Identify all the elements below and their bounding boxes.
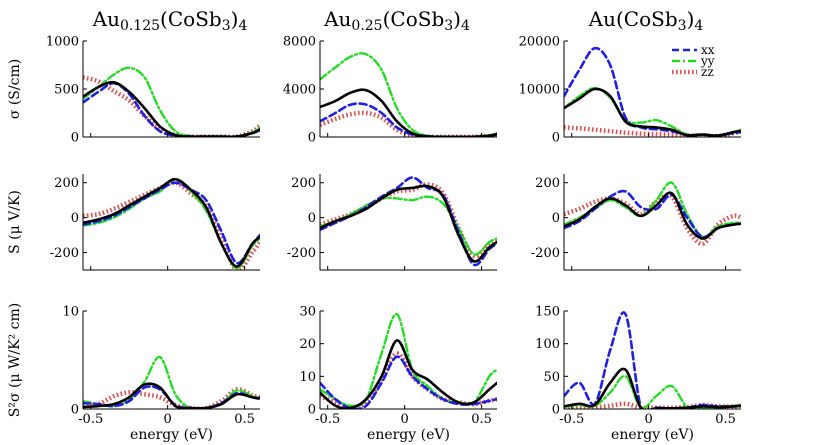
x-axis-labels: energy (eV) energy (eV) energy (eV): [130, 427, 694, 443]
y-tick-label: 0: [71, 403, 79, 418]
series-total-line: [564, 87, 741, 137]
series-total-line: [564, 367, 741, 409]
row-labels: σ (S/cm) S (μ V/K) S²σ (μ W/K² cm): [7, 59, 23, 417]
x-tick-label: -0.5: [78, 412, 103, 427]
series-total-line: [83, 382, 260, 409]
y-tick-label: 0: [552, 403, 560, 418]
series-yy-line: [320, 195, 497, 256]
series-zz-line: [320, 182, 497, 259]
y-tick-label: 0: [552, 131, 560, 146]
series-total-line: [320, 184, 497, 263]
series-zz-line: [564, 125, 741, 137]
panel-r1-c0: -200 0 200: [50, 174, 260, 271]
legend-label-yy: yy: [700, 54, 715, 68]
y-tick-label: 0: [71, 131, 79, 146]
x-tick-label: -0.5: [559, 412, 584, 427]
x-tick-label: -0.5: [315, 412, 340, 427]
x-axis-label-2: energy (eV): [611, 427, 694, 443]
y-tick-label: 0: [308, 131, 316, 146]
y-tick-label: 100: [535, 337, 560, 352]
panel-lines: [320, 52, 497, 137]
x-tick-label: 0: [164, 412, 172, 427]
y-tick-label: 10: [62, 305, 79, 320]
series-yy-line: [83, 355, 260, 409]
panel-lines: [564, 311, 741, 409]
y-tick-label: 0: [308, 211, 316, 226]
series-zz-line: [564, 193, 741, 247]
y-tick-label: 0: [71, 211, 79, 226]
y-tick-label: -200: [50, 246, 79, 261]
series-total-line: [320, 339, 497, 409]
panel-r0-c0: 0 500 1000: [46, 35, 260, 146]
y-tick-label: -200: [287, 246, 316, 261]
series-yy-line: [83, 178, 260, 270]
y-tick-label: 10: [299, 370, 316, 385]
y-tick-label: 0: [552, 211, 560, 226]
panel-r2-c0: 010-0.5 0 0.5: [62, 305, 260, 427]
y-tick-label: 10000: [519, 83, 560, 98]
y-tick-label: 30: [299, 305, 316, 320]
x-tick-label: 0.5: [471, 412, 492, 427]
legend-label-xx: xx: [701, 43, 715, 57]
series-total-line: [564, 191, 741, 240]
y-tick-label: 4000: [283, 83, 316, 98]
row-label-0: σ (S/cm): [7, 59, 23, 119]
y-tick-label: 200: [535, 176, 560, 191]
y-tick-label: 200: [54, 176, 79, 191]
panel-r1-c2: -200 0 200: [531, 174, 741, 271]
panel-lines: [83, 177, 260, 270]
panel-lines: [564, 46, 741, 137]
y-tick-label: 150: [535, 305, 560, 320]
y-tick-label: 200: [291, 176, 316, 191]
x-tick-label: 0.5: [234, 412, 255, 427]
y-tick-label: -200: [531, 246, 560, 261]
y-tick-label: 500: [54, 83, 79, 98]
x-tick-label: 0: [645, 412, 653, 427]
panel-lines: [320, 313, 497, 409]
row-label-1: S (μ V/K): [7, 190, 23, 254]
panel-r0-c1: 0 4000 8000: [283, 35, 497, 146]
panel-lines: [320, 176, 497, 267]
x-axis-label-1: energy (eV): [367, 427, 450, 443]
x-tick-label: 0: [401, 412, 409, 427]
panel-lines: [83, 66, 260, 137]
y-tick-label: 20000: [519, 35, 560, 50]
panel-r0-c2: 0 10000 20000: [519, 35, 741, 146]
series-total-line: [83, 177, 260, 268]
column-titles: Au0.125(CoSb3)4 Au0.25(CoSb3)4 Au(CoSb3)4: [92, 7, 704, 34]
y-tick-label: 1000: [46, 35, 79, 50]
y-tick-label: 8000: [283, 35, 316, 50]
y-tick-label: 0: [308, 403, 316, 418]
legend-label-zz: zz: [701, 65, 714, 79]
column-title-0: Au0.125(CoSb3)4: [92, 7, 248, 34]
row-label-2: S²σ (μ W/K² cm): [7, 303, 23, 417]
panel-lines: [83, 355, 260, 409]
panel-lines: [564, 181, 741, 247]
panels: 0500100004000800001000020000-2000200-200…: [46, 35, 741, 427]
y-tick-label: 20: [299, 337, 316, 352]
x-axis-label-0: energy (eV): [130, 427, 213, 443]
series-yy-line: [83, 66, 260, 137]
x-tick-label: 0.5: [715, 412, 736, 427]
column-title-2: Au(CoSb3)4: [588, 7, 704, 34]
series-xx-line: [83, 181, 260, 265]
panel-r1-c1: -200 0 200: [287, 174, 497, 271]
y-tick-label: 50: [543, 370, 560, 385]
column-title-1: Au0.25(CoSb3)4: [323, 7, 470, 34]
